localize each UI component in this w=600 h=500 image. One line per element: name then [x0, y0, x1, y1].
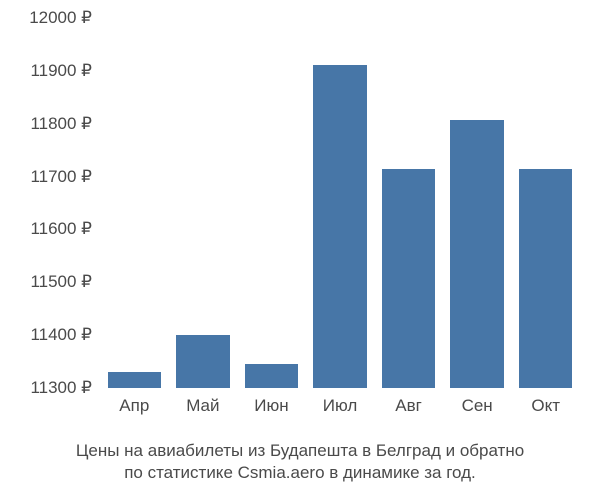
chart-caption: Цены на авиабилеты из Будапешта в Белгра… — [0, 440, 600, 484]
y-tick-label: 11400 ₽ — [30, 325, 100, 345]
bar — [176, 335, 229, 388]
x-tick-label: Июл — [323, 388, 358, 416]
caption-line-1: Цены на авиабилеты из Будапешта в Белгра… — [0, 440, 600, 462]
y-tick-label: 11700 ₽ — [30, 167, 100, 187]
y-tick-label: 12000 ₽ — [29, 8, 100, 28]
y-tick-label: 11300 ₽ — [30, 378, 100, 398]
plot-area: 11300 ₽11400 ₽11500 ₽11600 ₽11700 ₽11800… — [100, 18, 580, 388]
y-tick-label: 11900 ₽ — [30, 61, 100, 81]
caption-line-2: по статистике Csmia.aero в динамике за г… — [0, 462, 600, 484]
x-tick-label: Сен — [462, 388, 493, 416]
bar — [519, 169, 572, 388]
bar — [382, 169, 435, 388]
x-tick-label: Июн — [254, 388, 288, 416]
bar — [245, 364, 298, 388]
bar — [108, 372, 161, 388]
x-tick-label: Май — [186, 388, 219, 416]
x-tick-label: Авг — [395, 388, 422, 416]
price-chart: 11300 ₽ 11400 ₽ 11500 ₽ 11600 ₽ 11700 ₽ 11800… — [0, 0, 600, 500]
y-tick-label: 11800 ₽ — [30, 114, 100, 134]
bar — [450, 120, 503, 389]
bar — [313, 65, 366, 388]
x-tick-label: Окт — [531, 388, 560, 416]
y-tick-label: 11500 ₽ — [30, 272, 100, 292]
x-tick-label: Апр — [119, 388, 149, 416]
y-tick-label: 11600 ₽ — [30, 219, 100, 239]
